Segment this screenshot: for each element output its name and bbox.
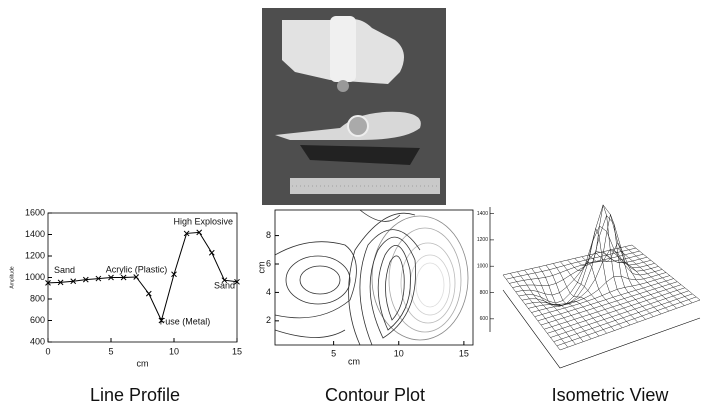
- caption: Isometric View: [552, 385, 670, 405]
- y-tick-label: 6: [266, 258, 271, 268]
- contour-lines: [275, 210, 468, 345]
- x-tick-label: 15: [459, 348, 469, 358]
- mesh-line: [517, 272, 575, 345]
- z-tick-label: 1000: [477, 264, 488, 270]
- y-tick-label: 400: [30, 336, 45, 346]
- mesh-line: [554, 294, 693, 342]
- annotation: Sand: [214, 280, 235, 290]
- x-tick-label: 10: [169, 346, 179, 356]
- y-tick-label: 1000: [25, 272, 45, 282]
- annotation: High Explosive: [173, 216, 233, 226]
- point-marker: [146, 291, 151, 296]
- x-tick-label: 10: [394, 348, 404, 358]
- z-tick-label: 600: [480, 316, 489, 322]
- y-tick-label: 600: [30, 315, 45, 325]
- mesh-line: [618, 248, 685, 305]
- caption: Line Profile: [90, 385, 180, 405]
- mesh-line: [553, 264, 614, 331]
- photo: [262, 8, 446, 205]
- x-tick-label: 5: [331, 348, 336, 358]
- x-axis-label: cm: [348, 356, 360, 366]
- y-tick-label: 1400: [25, 229, 45, 239]
- surface-mesh: [503, 205, 700, 350]
- x-tick-label: 15: [232, 346, 242, 356]
- mesh-line: [547, 288, 685, 334]
- annotation: Sand: [54, 265, 75, 275]
- x-axis-label: cm: [137, 358, 149, 368]
- mesh-line: [625, 247, 692, 303]
- x-tick-label: 0: [45, 346, 50, 356]
- z-tick-label: 1200: [477, 237, 488, 243]
- mesh-line: [568, 260, 631, 325]
- mesh-line: [541, 282, 677, 325]
- y-tick-label: 4: [266, 287, 271, 297]
- y-tick-label: 1200: [25, 250, 45, 260]
- y-tick-label: 8: [266, 230, 271, 240]
- y-tick-label: 800: [30, 293, 45, 303]
- y-tick-label: 1600: [25, 207, 45, 217]
- mesh-line: [551, 291, 689, 338]
- x-tick-label: 5: [108, 346, 113, 356]
- profile-line: [48, 232, 237, 320]
- point-marker: [209, 250, 214, 255]
- z-tick-label: 1400: [477, 211, 488, 217]
- y-axis-label: cm: [256, 262, 266, 274]
- figure: 400 600 800 1000 1200 1400 1600 0 5 10 15 cm Amplitu…: [0, 0, 706, 408]
- mesh-line: [582, 205, 646, 320]
- mesh-line: [525, 216, 658, 306]
- y-axis-label: Amplitude: [9, 266, 15, 288]
- mesh-line: [532, 269, 591, 339]
- z-tick-label: 800: [480, 290, 489, 296]
- y-tick-label: 2: [266, 315, 271, 325]
- mesh-line: [538, 279, 674, 321]
- annotation: Fuse (Metal): [160, 316, 211, 326]
- mesh-line: [632, 245, 700, 300]
- caption: Contour Plot: [325, 385, 425, 405]
- annotation: Acrylic (Plastic): [106, 264, 168, 274]
